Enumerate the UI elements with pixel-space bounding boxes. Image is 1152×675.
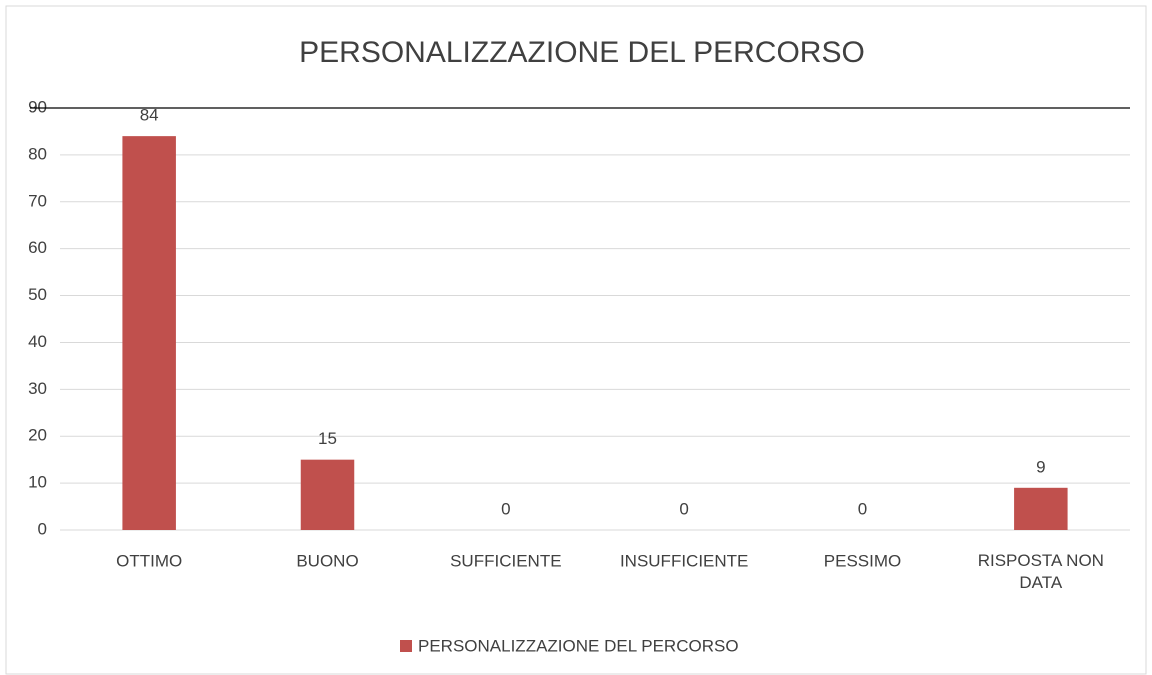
x-tick-label: INSUFFICIENTE	[620, 551, 748, 570]
x-tick-label: SUFFICIENTE	[450, 551, 561, 570]
data-label: 0	[858, 499, 867, 518]
bar	[1014, 487, 1068, 530]
bar	[122, 136, 176, 530]
data-label: 9	[1036, 457, 1045, 476]
data-label: 84	[140, 106, 159, 125]
y-tick-label: 70	[28, 191, 47, 210]
y-tick-label: 30	[28, 379, 47, 398]
data-label: 15	[318, 429, 337, 448]
x-tick-label: BUONO	[296, 551, 358, 570]
x-tick-label: PESSIMO	[824, 551, 901, 570]
y-tick-label: 80	[28, 144, 47, 163]
y-tick-label: 0	[38, 519, 47, 538]
chart-border	[5, 5, 1147, 675]
y-tick-label: 60	[28, 238, 47, 257]
y-tick-label: 40	[28, 332, 47, 351]
y-tick-label: 50	[28, 285, 47, 304]
x-tick-label: OTTIMO	[116, 551, 182, 570]
bar	[300, 459, 355, 530]
data-label: 0	[679, 499, 688, 518]
data-label: 0	[501, 499, 510, 518]
y-tick-label: 20	[28, 426, 47, 445]
y-tick-label: 10	[28, 473, 47, 492]
y-tick-label: 90	[28, 97, 47, 116]
chart-title: PERSONALIZZAZIONE DEL PERCORSO	[299, 36, 865, 69]
legend-label: PERSONALIZZAZIONE DEL PERCORSO	[418, 636, 739, 655]
legend-swatch	[400, 640, 412, 652]
x-tick-label: RISPOSTA NON DATA	[978, 551, 1104, 592]
